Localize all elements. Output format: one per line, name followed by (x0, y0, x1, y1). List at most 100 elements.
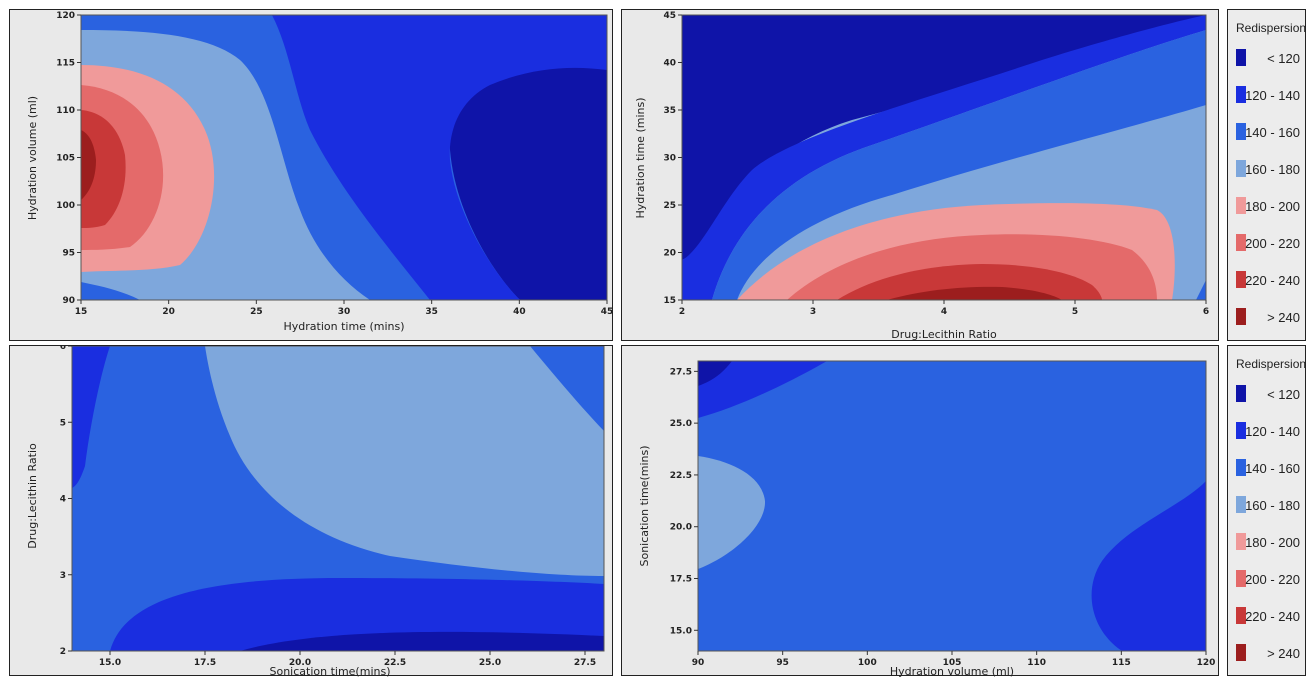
legend-swatch (1236, 49, 1246, 66)
y-axis-label-1: Hydration volume (ml) (26, 96, 39, 220)
contour-plot-ratio-vs-sonication: 15.0 17.5 20.0 22.5 25.0 27.5 2 3 4 5 6 Sonicatio… (9, 345, 613, 677)
legend-swatch (1236, 422, 1246, 439)
x-tick-label: 15.0 (99, 658, 121, 668)
legend-label: < 120 (1267, 51, 1300, 66)
y-tick-label: 115 (56, 59, 75, 69)
legend-swatch (1236, 271, 1246, 288)
y-tick-label: 15.0 (670, 626, 692, 636)
legend-label: 200 - 220 (1245, 236, 1300, 251)
contour-plot-4-svg: 90 95 100 105 110 115 120 15.0 17.5 20.0 22.5 25.0… (638, 360, 1215, 677)
x-tick-label: 40 (513, 307, 526, 317)
y-tick-label: 5 (60, 418, 66, 428)
x-axis-ticks-2: 2 3 4 5 6 (679, 300, 1209, 317)
y-tick-label: 17.5 (670, 575, 692, 585)
y-tick-label: 110 (56, 106, 75, 116)
legend-swatch (1236, 644, 1246, 661)
legend-swatch (1236, 86, 1246, 103)
legend-swatch (1236, 496, 1246, 513)
legend-bottom-svg: Redispersion < 120 120 - 140 140 - 160 160 … (1236, 357, 1306, 661)
legend-swatch (1236, 308, 1246, 325)
x-tick-label: 4 (941, 307, 947, 317)
legend-swatch (1236, 234, 1246, 251)
legend-swatch (1236, 197, 1246, 214)
plot-area-2 (681, 14, 1207, 301)
plot-area-1 (80, 14, 608, 301)
y-tick-label: 6 (60, 346, 66, 352)
legend-label: > 240 (1267, 646, 1300, 661)
y-tick-label: 15 (663, 296, 676, 306)
legend-label: 140 - 160 (1245, 461, 1300, 476)
x-tick-label: 30 (338, 307, 351, 317)
y-tick-label: 100 (56, 201, 75, 211)
legend-swatch (1236, 385, 1246, 402)
legend-swatch (1236, 160, 1246, 177)
y-tick-label: 3 (60, 571, 66, 581)
legend-title: Redispersion (1236, 357, 1306, 371)
x-tick-label: 115 (1112, 658, 1131, 668)
y-axis-ticks-1: 90 95 100 105 110 115 120 (56, 11, 81, 306)
y-axis-label-2: Hydration time (mins) (634, 98, 647, 219)
x-tick-label: 20.0 (289, 658, 311, 668)
x-axis-ticks-3: 15.0 17.5 20.0 22.5 25.0 27.5 (99, 651, 596, 668)
y-tick-label: 40 (663, 59, 676, 69)
legend-label: 200 - 220 (1245, 572, 1300, 587)
legend-swatch (1236, 607, 1246, 624)
legend-label: 120 - 140 (1245, 424, 1300, 439)
x-tick-label: 3 (810, 307, 816, 317)
y-tick-label: 25 (663, 201, 676, 211)
y-tick-label: 27.5 (670, 367, 692, 377)
x-tick-label: 90 (692, 658, 705, 668)
y-axis-ticks-4: 15.0 17.5 20.0 22.5 25.0 27.5 (670, 367, 698, 636)
legend-swatch (1236, 533, 1246, 550)
legend-label: 140 - 160 (1245, 125, 1300, 140)
y-tick-label: 35 (663, 106, 676, 116)
contour-plot-hydration-volume-vs-time: 15 20 25 30 35 40 45 90 95 100 105 110 115 120 Hydra… (9, 9, 613, 341)
legend-swatch (1236, 123, 1246, 140)
legend-label: 220 - 240 (1245, 609, 1300, 624)
plot-area-3 (71, 346, 605, 652)
y-tick-label: 2 (60, 647, 66, 657)
x-tick-label: 6 (1203, 307, 1209, 317)
x-tick-label: 35 (425, 307, 438, 317)
y-tick-label: 20.0 (670, 523, 692, 533)
x-tick-label: 20 (162, 307, 175, 317)
x-tick-label: 110 (1027, 658, 1046, 668)
x-axis-label-4: Hydration volume (ml) (890, 665, 1014, 677)
legend-title: Redispersion (1236, 21, 1306, 35)
legend-label: > 240 (1267, 310, 1300, 325)
y-tick-label: 20 (663, 249, 676, 259)
legend-label: 160 - 180 (1245, 498, 1300, 513)
x-tick-label: 105 (943, 658, 962, 668)
x-tick-label: 95 (776, 658, 789, 668)
legend-top: Redispersion < 120 120 - 140 140 - 160 160 … (1227, 9, 1306, 341)
x-tick-label: 2 (679, 307, 685, 317)
legend-swatch (1236, 570, 1246, 587)
x-tick-label: 45 (601, 307, 614, 317)
x-axis-label-3: Sonication time(mins) (269, 665, 390, 677)
x-tick-label: 25 (250, 307, 263, 317)
y-axis-label-3: Drug:Lecithin Ratio (26, 443, 39, 549)
y-tick-label: 45 (663, 11, 676, 21)
legend-label: < 120 (1267, 387, 1300, 402)
y-axis-ticks-2: 15 20 25 30 35 40 45 (663, 11, 682, 306)
y-tick-label: 95 (62, 249, 75, 259)
legend-label: 160 - 180 (1245, 162, 1300, 177)
contour-plot-1-svg: 15 20 25 30 35 40 45 90 95 100 105 110 115 120 Hydra… (26, 11, 614, 333)
x-axis-ticks-1: 15 20 25 30 35 40 45 (75, 300, 614, 317)
x-tick-label: 25.0 (479, 658, 501, 668)
x-tick-label: 15 (75, 307, 88, 317)
x-tick-label: 17.5 (194, 658, 216, 668)
legend-swatch (1236, 459, 1246, 476)
legend-bottom: Redispersion < 120 120 - 140 140 - 160 160 … (1227, 345, 1306, 676)
x-axis-ticks-4: 90 95 100 105 110 115 120 (692, 651, 1215, 668)
legend-top-svg: Redispersion < 120 120 - 140 140 - 160 160 … (1236, 21, 1306, 325)
y-axis-ticks-3: 2 3 4 5 6 (60, 346, 72, 657)
x-tick-label: 22.5 (384, 658, 406, 668)
x-tick-label: 27.5 (574, 658, 596, 668)
plot-area-4 (697, 360, 1207, 652)
legend-label: 180 - 200 (1245, 199, 1300, 214)
contour-plot-sonication-vs-volume: 90 95 100 105 110 115 120 15.0 17.5 20.0 22.5 25.0… (621, 345, 1219, 677)
y-tick-label: 105 (56, 154, 75, 164)
